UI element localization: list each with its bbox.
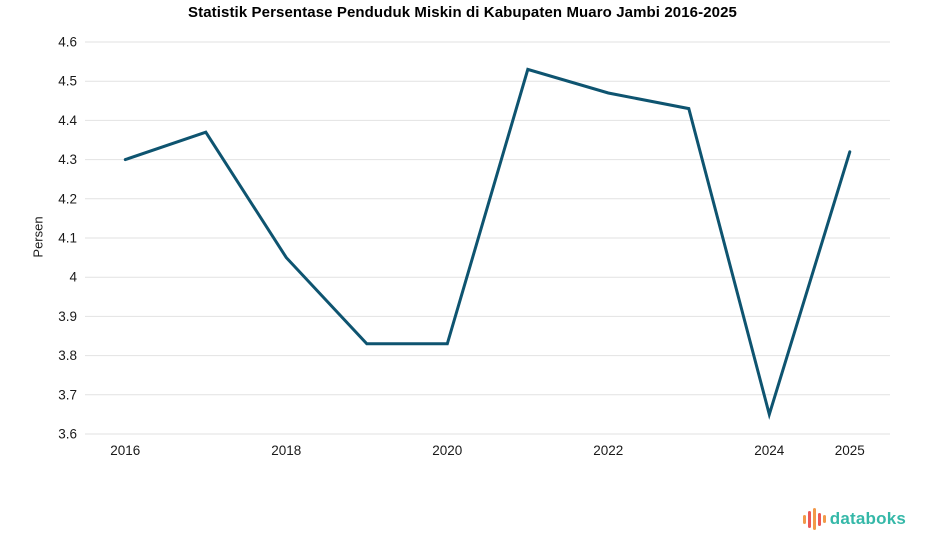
y-tick-label: 3.9 xyxy=(58,309,77,324)
logo-text: databoks xyxy=(829,509,906,528)
y-tick-label: 3.6 xyxy=(58,427,77,442)
waveform-bar xyxy=(807,510,811,528)
y-tick-label: 3.7 xyxy=(58,387,77,402)
x-tick-label: 2020 xyxy=(432,443,462,458)
y-tick-label: 4.2 xyxy=(58,191,77,206)
data-line xyxy=(123,67,852,420)
chart-title: Statistik Persentase Penduduk Miskin di … xyxy=(188,4,737,21)
line-chart-canvas: 3.6 3.7 3.8 3.9 4 4.1 4.2 4.3 4.4 4.5 4.6 2016 2018 2… xyxy=(58,35,890,458)
x-tick-label: 2018 xyxy=(271,443,301,458)
waveform-bar xyxy=(812,508,816,530)
y-tick-label: 3.8 xyxy=(58,348,77,363)
x-tick-label: 2022 xyxy=(593,443,623,458)
x-tick-label: 2016 xyxy=(110,443,140,458)
x-tick-label: 2024 xyxy=(754,443,785,458)
y-tick-label: 4.6 xyxy=(58,35,77,50)
waveform-bar xyxy=(802,514,806,524)
x-tick-label: 2025 xyxy=(835,443,865,458)
waveform-bars-icon xyxy=(802,506,826,532)
waveform-bar xyxy=(817,512,821,526)
y-tick-label: 4 xyxy=(69,270,77,285)
y-axis-title: Persen xyxy=(30,216,46,258)
y-tick-label: 4.4 xyxy=(58,113,77,128)
y-tick-label: 4.5 xyxy=(58,74,77,89)
logo-databoks: databoks xyxy=(802,504,906,534)
waveform-bar xyxy=(822,515,826,523)
y-tick-label: 4.3 xyxy=(58,152,77,167)
y-tick-label: 4.1 xyxy=(58,231,77,246)
